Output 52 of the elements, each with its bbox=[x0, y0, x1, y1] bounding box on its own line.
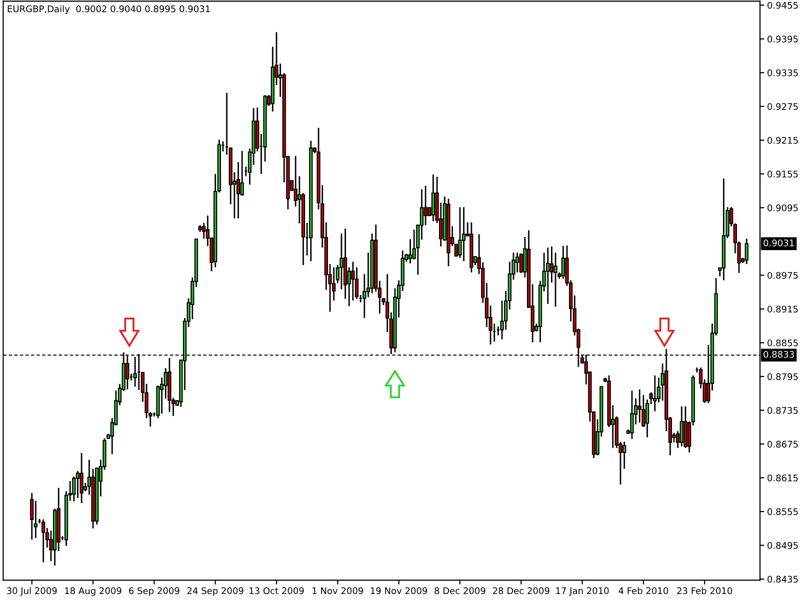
x-tick-label: 18 Aug 2009 bbox=[65, 587, 122, 596]
candlestick bbox=[351, 261, 355, 302]
chart-title: EURGBP,Daily 0.9002 0.9040 0.8995 0.9031 bbox=[8, 5, 210, 14]
y-tick-label: 0.8615 bbox=[768, 474, 798, 482]
y-tick-label: 0.8495 bbox=[768, 542, 798, 549]
y-tick-label: 0.9335 bbox=[768, 69, 798, 76]
x-tick-label: 28 Dec 2009 bbox=[492, 587, 550, 594]
y-tick-label: 0.9155 bbox=[768, 170, 798, 178]
candlestick bbox=[653, 374, 657, 412]
ref-line-label: 0.8833 bbox=[764, 350, 794, 358]
x-tick-label: 4 Feb 2010 bbox=[618, 587, 668, 594]
y-tick-label: 0.8675 bbox=[768, 440, 798, 448]
candlestick bbox=[431, 174, 436, 222]
y-tick-label: 0.9095 bbox=[768, 204, 798, 212]
y-tick-label: 0.9215 bbox=[768, 136, 798, 144]
candlestick bbox=[30, 492, 34, 540]
candlestick bbox=[561, 245, 565, 280]
x-tick-label: 17 Jan 2010 bbox=[556, 587, 609, 596]
x-tick-label: 19 Nov 2009 bbox=[370, 587, 428, 594]
x-tick-label: 1 Nov 2009 bbox=[312, 587, 364, 594]
candlestick bbox=[546, 246, 550, 305]
y-tick-label: 0.8555 bbox=[768, 508, 798, 516]
x-tick-label: 13 Oct 2009 bbox=[250, 587, 304, 594]
candlestick bbox=[744, 238, 748, 265]
x-tick-label: 30 Jul 2009 bbox=[7, 587, 57, 596]
y-tick-label: 0.8915 bbox=[768, 306, 798, 313]
y-tick-label: 0.8855 bbox=[768, 339, 798, 346]
candlestick bbox=[340, 232, 344, 290]
text: 0.9031 bbox=[764, 240, 794, 246]
candlestick bbox=[42, 518, 46, 563]
candlestick bbox=[630, 390, 634, 440]
x-tick-label: 8 Dec 2009 bbox=[434, 587, 486, 594]
candlestick bbox=[424, 185, 428, 226]
x-tick-label: 23 Feb 2010 bbox=[677, 587, 732, 594]
candlestick bbox=[458, 206, 462, 258]
y-tick-label: 0.9455 bbox=[768, 2, 798, 9]
candlestick bbox=[80, 452, 84, 504]
candlestick bbox=[408, 238, 412, 264]
y-tick-label: 0.8735 bbox=[768, 407, 798, 414]
candlestick bbox=[76, 470, 80, 499]
candlestick bbox=[638, 388, 642, 424]
y-tick-label: 0.8435 bbox=[768, 576, 798, 583]
candlestick bbox=[462, 206, 466, 262]
x-tick-label: 24 Sep 2009 bbox=[187, 587, 244, 596]
y-tick-label: 0.8795 bbox=[768, 373, 798, 380]
candlestick bbox=[680, 406, 684, 447]
candlestick bbox=[622, 441, 626, 470]
candlestick bbox=[133, 356, 137, 388]
y-tick-label: 0.9275 bbox=[768, 103, 798, 110]
x-tick-label: 6 Sep 2009 bbox=[129, 587, 180, 596]
y-tick-label: 0.8975 bbox=[768, 272, 798, 279]
y-tick-label: 0.9395 bbox=[768, 36, 798, 42]
